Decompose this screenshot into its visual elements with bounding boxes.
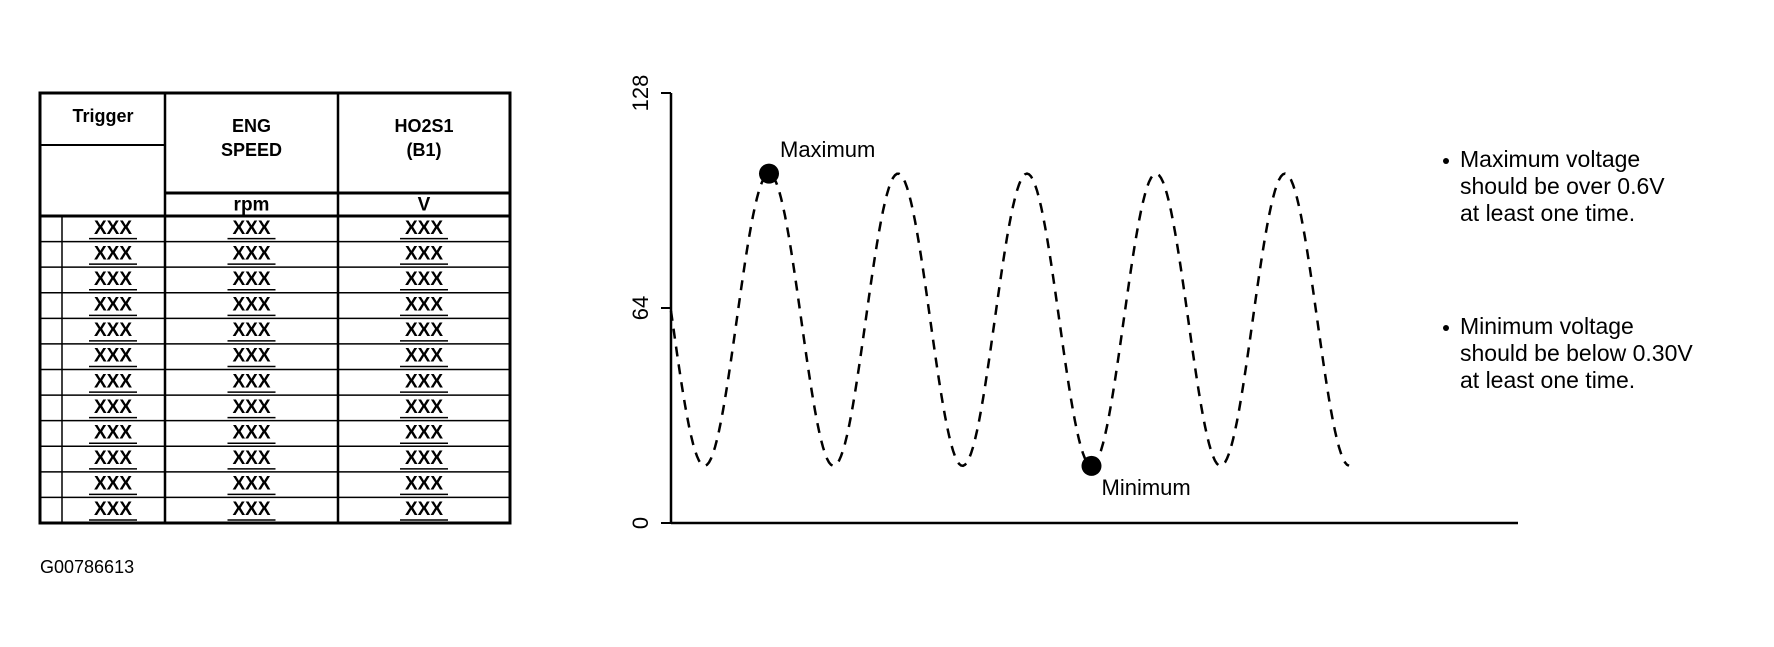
- min-label: Minimum: [1102, 475, 1191, 500]
- y-tick-label: 0: [628, 517, 653, 529]
- note-line: should be below 0.30V: [1460, 340, 1693, 366]
- note-line: at least one time.: [1460, 367, 1635, 393]
- max-point: [759, 163, 779, 184]
- cell-value: XXX: [405, 474, 443, 495]
- waveform: [669, 172, 1350, 468]
- cell-value: XXX: [405, 295, 443, 316]
- cell-value: XXX: [232, 243, 270, 264]
- bullet: [1443, 158, 1449, 164]
- column-header: ENG: [232, 116, 271, 136]
- column-header: SPEED: [221, 140, 282, 160]
- cell-value: XXX: [94, 218, 132, 239]
- note-line: should be over 0.6V: [1460, 173, 1665, 199]
- cell-value: XXX: [232, 218, 270, 239]
- cell-value: XXX: [94, 243, 132, 264]
- note-line: Maximum voltage: [1460, 146, 1640, 172]
- cell-value: XXX: [94, 320, 132, 341]
- figure-id: G00786613: [40, 557, 134, 577]
- cell-value: XXX: [232, 499, 270, 520]
- y-tick-label: 128: [628, 75, 653, 112]
- cell-value: XXX: [405, 448, 443, 469]
- cell-value: XXX: [405, 422, 443, 443]
- bullet: [1443, 325, 1449, 331]
- cell-value: XXX: [405, 499, 443, 520]
- cell-value: XXX: [232, 269, 270, 290]
- unit-label: rpm: [234, 195, 270, 216]
- cell-value: XXX: [232, 346, 270, 367]
- cell-value: XXX: [405, 371, 443, 392]
- table: Trigger ENG SPEED HO2S1 (B1) rpm V XXX XXX XXX XXX…: [38, 91, 512, 525]
- cell-value: XXX: [232, 295, 270, 316]
- cell-value: XXX: [405, 346, 443, 367]
- column-header: HO2S1: [394, 116, 453, 136]
- cell-value: XXX: [94, 269, 132, 290]
- cell-value: XXX: [94, 422, 132, 443]
- cell-value: XXX: [94, 346, 132, 367]
- cell-value: XXX: [94, 499, 132, 520]
- cell-value: XXX: [94, 474, 132, 495]
- cell-value: XXX: [232, 371, 270, 392]
- cell-value: XXX: [232, 422, 270, 443]
- cell-value: XXX: [405, 243, 443, 264]
- cell-value: XXX: [405, 320, 443, 341]
- note-line: at least one time.: [1460, 200, 1635, 226]
- cell-value: XXX: [94, 397, 132, 418]
- cell-value: XXX: [94, 448, 132, 469]
- min-point: [1081, 455, 1102, 476]
- column-header: (B1): [407, 140, 442, 160]
- note-line: Minimum voltage: [1460, 313, 1634, 339]
- cell-value: XXX: [405, 397, 443, 418]
- cell-value: XXX: [232, 397, 270, 418]
- cell-value: XXX: [405, 218, 443, 239]
- table-frame: [38, 91, 512, 525]
- cell-value: XXX: [405, 269, 443, 290]
- cell-value: XXX: [94, 371, 132, 392]
- unit-label: V: [418, 195, 431, 216]
- cell-value: XXX: [94, 295, 132, 316]
- cell-value: XXX: [232, 474, 270, 495]
- cell-value: XXX: [232, 320, 270, 341]
- max-label: Maximum: [780, 137, 875, 162]
- y-tick-label: 64: [628, 296, 653, 320]
- graph: 0 64 128 Maximum Minimum: [628, 75, 1518, 529]
- cell-value: XXX: [232, 448, 270, 469]
- column-header: Trigger: [72, 106, 133, 126]
